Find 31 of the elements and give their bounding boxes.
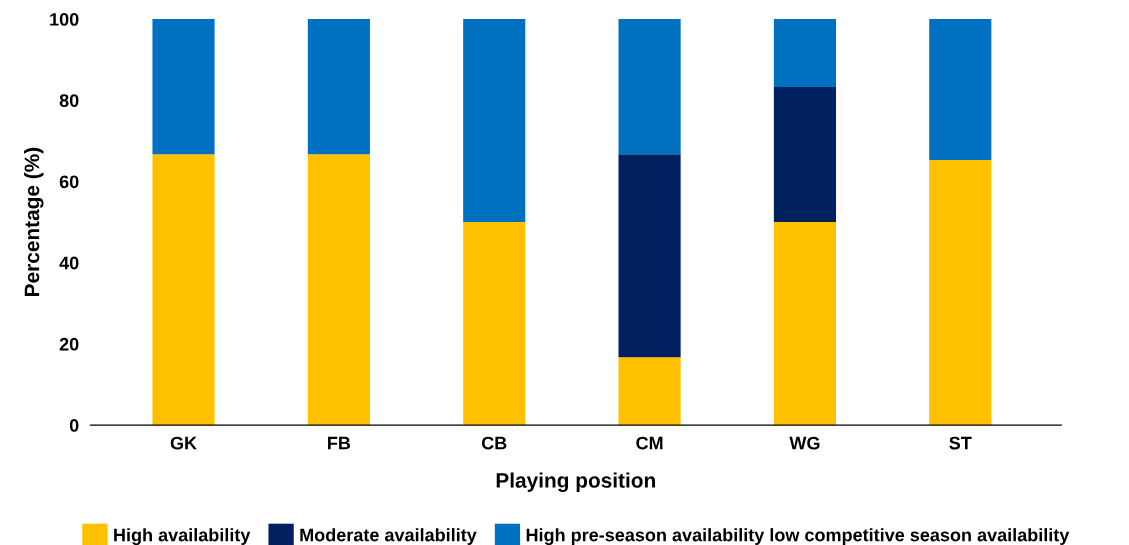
- bar: [773, 19, 836, 87]
- bar: [618, 19, 681, 155]
- y-tick-label: 20: [59, 337, 79, 351]
- bar: [463, 222, 526, 426]
- x-tick-label: ST: [949, 436, 972, 450]
- x-tick-label: CM: [636, 436, 663, 450]
- bar: [307, 19, 370, 155]
- x-tick-label: CB: [481, 436, 507, 450]
- y-tick-label: 80: [59, 94, 79, 107]
- bar: [929, 19, 992, 160]
- bar: [773, 86, 836, 223]
- y-tick-label: 100: [50, 13, 79, 26]
- y-tick-label: 0: [69, 419, 79, 432]
- y-axis-title: Percentage (%): [24, 147, 44, 296]
- bar: [152, 19, 215, 155]
- bar: [618, 154, 681, 358]
- x-tick-label: FB: [328, 436, 351, 450]
- y-tick-label: 60: [59, 175, 79, 189]
- bar: [773, 222, 836, 426]
- x-tick-label: GK: [170, 436, 197, 450]
- bar: [618, 357, 681, 426]
- bar: [463, 19, 526, 223]
- y-tick-label: 40: [59, 256, 79, 270]
- bar: [929, 159, 992, 426]
- x-tick-label: WG: [789, 436, 820, 450]
- bar: [152, 154, 215, 426]
- x-axis-title: Playing position: [496, 472, 655, 492]
- legend-label: High availability: [114, 528, 251, 545]
- bar: [307, 154, 370, 426]
- legend-label: Moderate availability: [300, 528, 477, 545]
- legend-label: High pre-season availability low competitive season availability: [526, 528, 1070, 545]
